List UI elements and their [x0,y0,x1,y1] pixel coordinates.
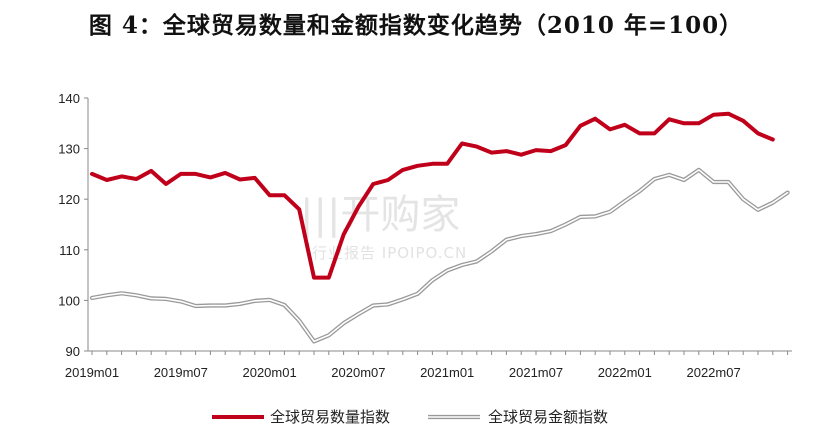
legend-label-volume: 全球贸易数量指数 [270,408,390,426]
y-tick-label: 130 [58,142,80,157]
chart-title: 图 4：全球贸易数量和金额指数变化趋势（2010 年=100） [88,12,744,39]
x-tick-label: 2022m01 [598,365,652,380]
x-tick-label: 2020m01 [242,365,296,380]
y-tick-label: 90 [66,344,80,359]
y-tick-label: 120 [58,192,80,207]
x-tick-label: 2021m01 [420,365,474,380]
y-tick-label: 140 [58,91,80,106]
x-tick-label: 2021m07 [509,365,563,380]
x-tick-label: 2020m07 [331,365,385,380]
watermark-sub: 行业报告 IPOIPO.CN [312,244,467,262]
y-tick-label: 100 [58,293,80,308]
watermark: |||开购家 行业报告 IPOIPO.CN [300,192,467,262]
series-line-volume [90,111,775,280]
y-tick-label: 110 [59,243,80,258]
legend: 全球贸易数量指数 全球贸易金额指数 [212,408,608,426]
x-tick-label: 2022m07 [686,365,740,380]
x-tick-label: 2019m07 [154,365,208,380]
legend-label-value: 全球贸易金额指数 [488,408,608,426]
x-tick-label: 2019m01 [65,365,119,380]
watermark-main: |||开购家 [300,192,460,238]
series-lines [89,111,790,344]
series-line-value-inner [91,169,789,343]
axes: 90 100 110 120 130 140 2019m01 2019m07 2020m01 20… [58,91,792,380]
